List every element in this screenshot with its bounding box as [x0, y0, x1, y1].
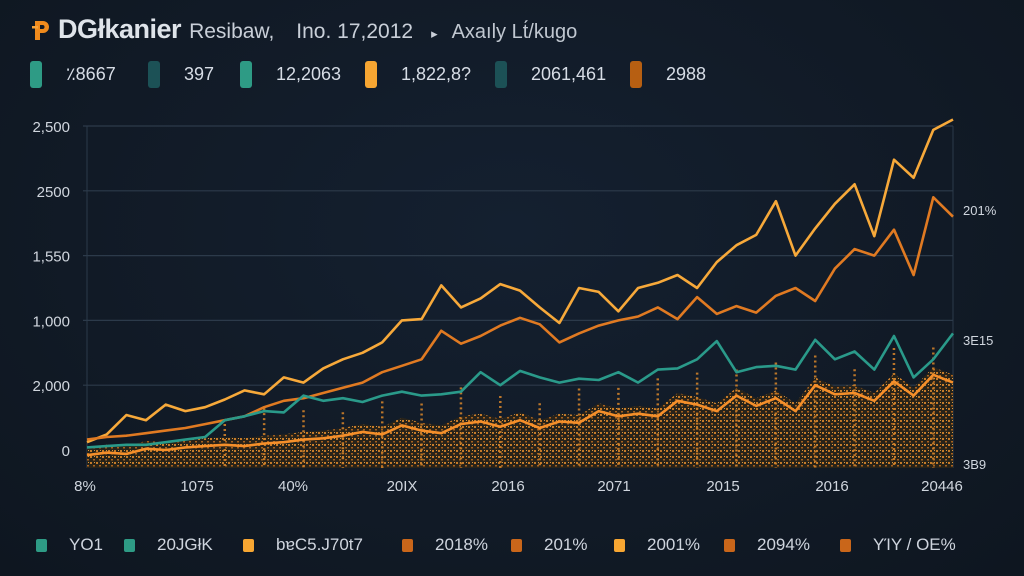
legend-swatch — [243, 538, 254, 552]
series-line-teal — [86, 332, 955, 449]
x-tick-label: 1075 — [180, 478, 213, 495]
stat-swatch — [148, 60, 160, 88]
stat-item: ٪8667 — [30, 59, 116, 89]
stat-item: 2988 — [630, 59, 706, 89]
legend-label: 2094% — [757, 535, 810, 554]
legend: YO1 20ЈGłK bɐC5.J70t7 2018% 201% 2001% 2… — [0, 530, 1024, 560]
stat-swatch — [630, 60, 642, 88]
right-label: 3E15 — [963, 333, 993, 348]
x-tick-label: 2071 — [597, 478, 630, 495]
legend-item: 2094% — [724, 530, 810, 560]
y-tick-label: 0 — [62, 443, 70, 460]
x-tick-label: 20446 — [921, 478, 963, 495]
subtitle: Resibaw, — [189, 20, 275, 43]
y-tick-label: 1,000 — [32, 313, 70, 330]
legend-item: bɐC5.J70t7 — [243, 530, 363, 560]
arrow-icon: ▸ — [431, 26, 438, 41]
legend-label: bɐC5.J70t7 — [276, 535, 363, 554]
stat-item: 12,2063 — [240, 59, 341, 89]
x-tick-label: 2015 — [706, 478, 739, 495]
legend-label: YΊY / OE% — [873, 535, 956, 554]
stat-item: 397 — [148, 59, 214, 89]
stat-swatch — [495, 60, 507, 88]
legend-swatch — [124, 538, 135, 552]
date-label: Ino. 17,2012 — [296, 20, 414, 43]
stat-value: ٪8667 — [66, 63, 116, 84]
legend-swatch — [614, 538, 625, 552]
legend-label: 2018% — [435, 535, 488, 554]
stat-value: 397 — [184, 63, 215, 84]
legend-item: 20ЈGłK — [124, 530, 213, 560]
header: DGłkanier Resibaw, Ino. 17,2012 ▸ Axaıly… — [32, 14, 577, 45]
legend-item: YO1 — [36, 530, 103, 560]
x-tick-label: 2016 — [815, 478, 848, 495]
stat-item: 1,822,8? — [365, 59, 471, 89]
y-axis: 0 2,000 1,000 1,550 2500 2,500 — [32, 119, 70, 460]
y-tick-label: 2500 — [37, 184, 70, 201]
stat-value: 12,2063 — [276, 63, 342, 84]
stat-swatch — [365, 60, 377, 88]
legend-item: 2001% — [614, 530, 700, 560]
stat-value: 1,822,8? — [401, 63, 472, 84]
brand-title: DGłkanier — [58, 14, 182, 44]
x-tick-label: 2016 — [491, 478, 524, 495]
series-line-yellow — [86, 118, 954, 444]
right-label: 3B9 — [963, 457, 986, 472]
legend-swatch — [402, 538, 413, 552]
stats-bar: ٪8667 397 12,2063 1,822,8? 2061,461 2988 — [30, 59, 730, 89]
speckle-area — [87, 347, 953, 468]
legend-swatch — [511, 538, 522, 552]
header-tag: Axaıly Lt́/kugo — [451, 21, 578, 43]
y-tick-label: 2,000 — [32, 378, 70, 395]
series-line-orange-lower — [86, 373, 954, 457]
legend-swatch — [724, 538, 735, 552]
stat-value: 2061,461 — [531, 63, 607, 84]
legend-swatch — [36, 538, 47, 552]
legend-label: 2001% — [647, 535, 700, 554]
right-label: 201% — [963, 203, 997, 218]
x-tick-label: 8% — [74, 478, 96, 495]
x-axis: 8% 1075 40% 20ΙX 2016 2071 2015 2016 20446 — [74, 478, 963, 495]
right-labels: 201% 3E15 3B9 — [963, 203, 997, 472]
x-tick-label: 20ΙX — [387, 478, 418, 495]
legend-label: 201% — [544, 535, 588, 554]
grid — [83, 125, 954, 468]
legend-label: YO1 — [69, 535, 104, 554]
stat-swatch — [30, 60, 42, 88]
legend-item: 2018% — [402, 530, 488, 560]
legend-label: 20ЈGłK — [157, 535, 213, 554]
legend-item: 201% — [511, 530, 587, 560]
stat-value: 2988 — [666, 63, 707, 84]
series-lines — [86, 118, 955, 457]
legend-item: YΊY / OE% — [840, 530, 956, 560]
y-tick-label: 2,500 — [32, 119, 70, 136]
stat-swatch — [240, 60, 252, 88]
stat-item: 2061,461 — [495, 59, 606, 89]
legend-swatch — [840, 538, 851, 552]
speckle-area-fill — [87, 367, 953, 468]
p-logo-icon — [32, 20, 49, 40]
y-tick-label: 1,550 — [32, 249, 70, 266]
x-tick-label: 40% — [278, 478, 308, 495]
